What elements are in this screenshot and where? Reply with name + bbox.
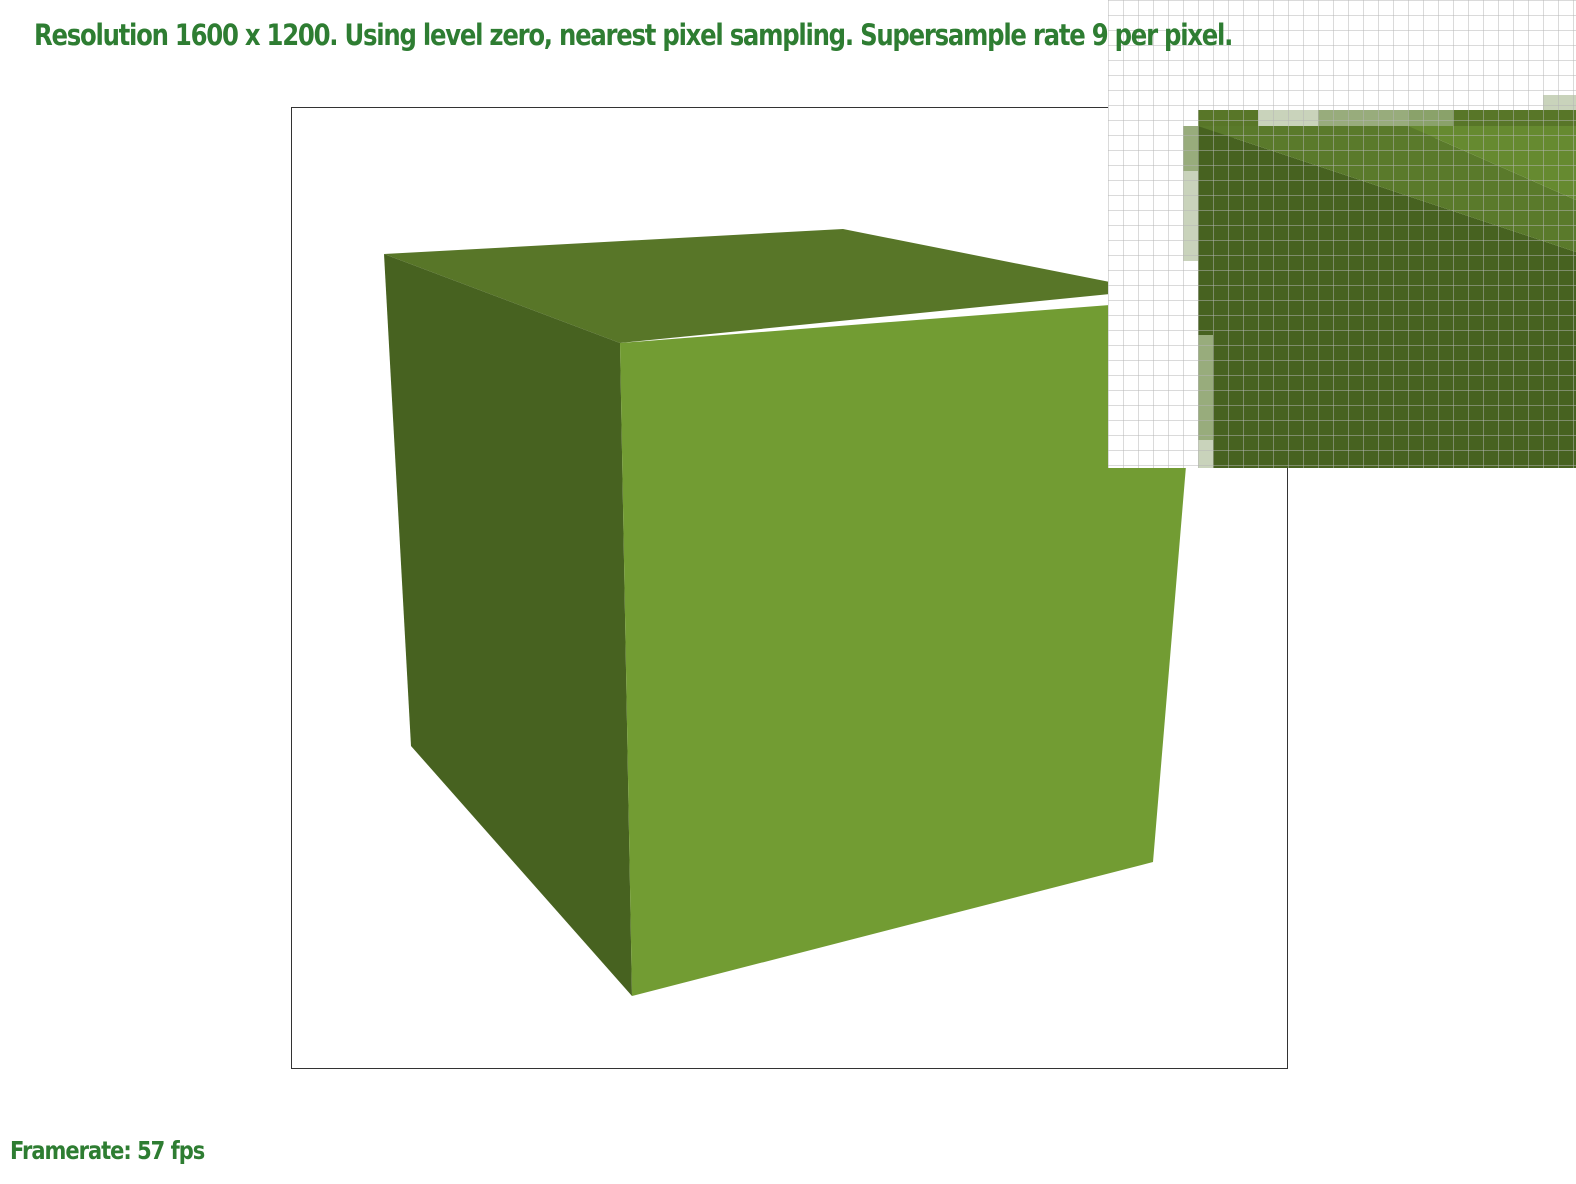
zoom-inset xyxy=(1108,0,1576,468)
render-status-text: Resolution 1600 x 1200. Using level zero… xyxy=(34,18,1233,52)
framerate-text: Framerate: 57 fps xyxy=(10,1136,205,1165)
cube-top-face xyxy=(384,229,1150,343)
cube-left-face xyxy=(384,254,632,996)
zoom-pixel-grid-icon xyxy=(1108,0,1576,468)
cube-front-face xyxy=(620,298,1200,996)
